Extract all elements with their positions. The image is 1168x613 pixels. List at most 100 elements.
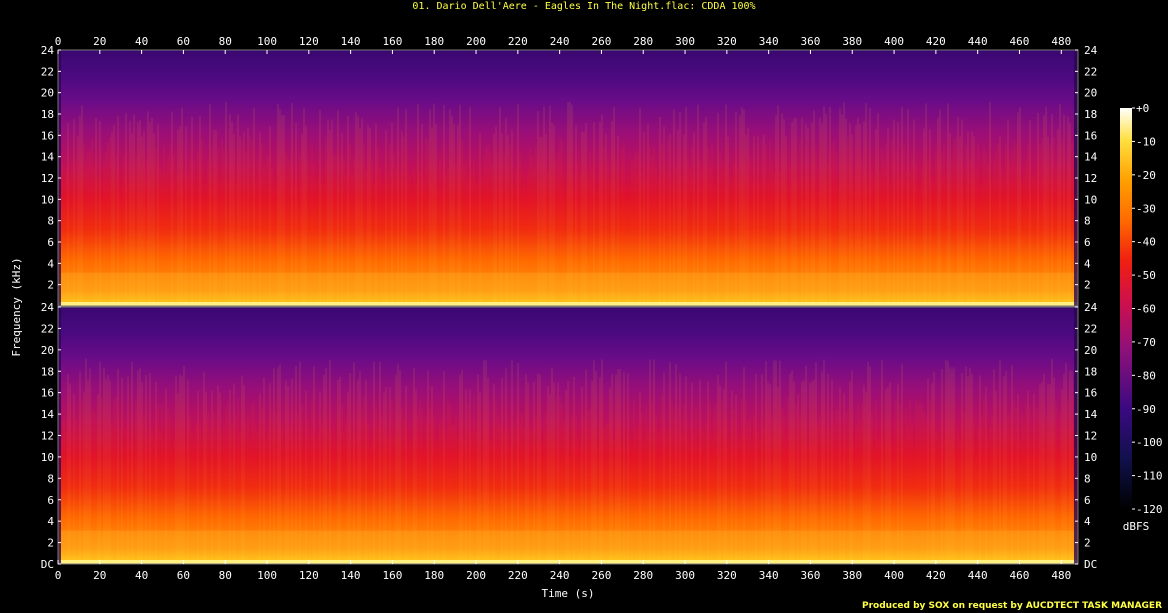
y-tick-label-right: 20 [1084,344,1097,357]
y-tick-label-left: 10 [41,193,54,206]
dc-band [58,560,1078,564]
x-tick-label-top: 80 [219,35,232,48]
x-tick-label-top: 440 [968,35,988,48]
colorbar-tick-label: -70 [1136,336,1156,349]
y-tick-label-left: 8 [47,472,54,485]
channel-1-spectrum [58,50,1078,306]
y-tick-label-right: 16 [1084,129,1097,142]
colorbar-tick-label: -120 [1136,503,1163,516]
plots-layer [57,50,1078,564]
chart-title: 01. Dario Dell'Aere - Eagles In The Nigh… [412,1,756,12]
y-tick-label-left: 16 [41,387,54,400]
y-tick-label-right: 2 [1084,279,1091,292]
y-tick-label-right: 12 [1084,172,1097,185]
x-tick-label-top: 40 [135,35,148,48]
y-tick-label-left: 8 [47,215,54,228]
x-tick-label-top: 20 [93,35,106,48]
x-tick-label-bottom: 120 [299,569,319,582]
y-tick-label-right: 24 [1084,44,1098,57]
x-tick-label-bottom: 140 [341,569,361,582]
channel-2-spectrum [58,307,1078,564]
y-tick-label-right: 4 [1084,257,1091,270]
colorbar-tick-label: -80 [1136,369,1156,382]
colorbar-tick-label: -40 [1136,236,1156,249]
x-tick-label-top: 420 [926,35,946,48]
y-axis-label: Frequency (kHz) [10,257,23,356]
y-tick-label-right: 22 [1084,322,1097,335]
y-tick-label-left: 22 [41,322,54,335]
x-tick-label-bottom: 460 [1010,569,1030,582]
y-tick-label-left: 20 [41,344,54,357]
x-tick-label-top: 180 [424,35,444,48]
low-frequency-band [58,530,1078,564]
y-tick-label-left: 6 [47,236,54,249]
colorbar-tick-label: -50 [1136,269,1156,282]
y-tick-label-left: 2 [47,279,54,292]
y-tick-label-right: 14 [1084,151,1098,164]
y-tick-label-left: 24 [41,301,55,314]
colorbar-tick-label: -110 [1136,470,1163,483]
colorbar [1120,108,1132,509]
y-tick-label-left: 6 [47,494,54,507]
y-tick-label-left: 14 [41,408,55,421]
x-tick-label-top: 120 [299,35,319,48]
x-tick-label-bottom: 280 [633,569,653,582]
x-tick-label-top: 380 [842,35,862,48]
y-tick-label-left: 24 [41,44,55,57]
x-tick-label-bottom: 380 [842,569,862,582]
x-tick-label-bottom: 240 [550,569,570,582]
x-tick-label-top: 400 [884,35,904,48]
dc-band [58,302,1078,306]
y-tick-label-left: 4 [47,515,54,528]
x-tick-label-bottom: 440 [968,569,988,582]
y-tick-label-right: 12 [1084,430,1097,443]
x-tick-label-top: 100 [257,35,277,48]
y-tick-label-left: 22 [41,65,54,78]
colorbar-tick-label: -90 [1136,403,1156,416]
x-tick-label-top: 260 [592,35,612,48]
x-tick-label-top: 200 [466,35,486,48]
x-tick-label-bottom: 420 [926,569,946,582]
x-axis-label: Time (s) [542,587,595,600]
x-tick-label-top: 300 [675,35,695,48]
y-tick-label-left: 20 [41,87,54,100]
colorbar-tick-label: +0 [1136,102,1149,115]
x-tick-label-top: 140 [341,35,361,48]
x-tick-label-top: 460 [1010,35,1030,48]
x-tick-label-bottom: 300 [675,569,695,582]
y-tick-label-left: 10 [41,451,54,464]
x-tick-label-bottom: 360 [801,569,821,582]
y-tick-label-left: 18 [41,108,54,121]
x-tick-label-top: 60 [177,35,190,48]
colorbar-tick-label: -20 [1136,169,1156,182]
x-tick-label-bottom: 20 [93,569,106,582]
x-tick-label-top: 240 [550,35,570,48]
low-frequency-band [58,272,1078,306]
y-tick-label-right: 24 [1084,301,1098,314]
y-tick-label-right: 8 [1084,215,1091,228]
y-tick-label-right: 14 [1084,408,1098,421]
y-tick-label-left: 14 [41,151,55,164]
footer-credit: Produced by SOX on request by AUCDTECT T… [862,601,1162,611]
x-tick-label-bottom: 340 [759,569,779,582]
x-tick-label-top: 340 [759,35,779,48]
x-tick-label-bottom: 60 [177,569,190,582]
y-tick-label-left: 4 [47,257,54,270]
y-tick-label-left: 12 [41,430,54,443]
x-tick-label-bottom: 200 [466,569,486,582]
x-tick-label-bottom: 160 [382,569,402,582]
y-tick-label-left: 16 [41,129,54,142]
colorbar-tick-label: -100 [1136,436,1163,449]
x-tick-label-top: 280 [633,35,653,48]
x-tick-label-top: 320 [717,35,737,48]
colorbar-tick-label: -30 [1136,202,1156,215]
y-tick-label-right: 6 [1084,494,1091,507]
y-tick-label-left: 18 [41,365,54,378]
x-tick-label-bottom: 100 [257,569,277,582]
y-tick-label-right: 4 [1084,515,1091,528]
x-tick-label-top: 360 [801,35,821,48]
y-tick-label-left: DC [41,558,54,571]
x-tick-label-bottom: 320 [717,569,737,582]
